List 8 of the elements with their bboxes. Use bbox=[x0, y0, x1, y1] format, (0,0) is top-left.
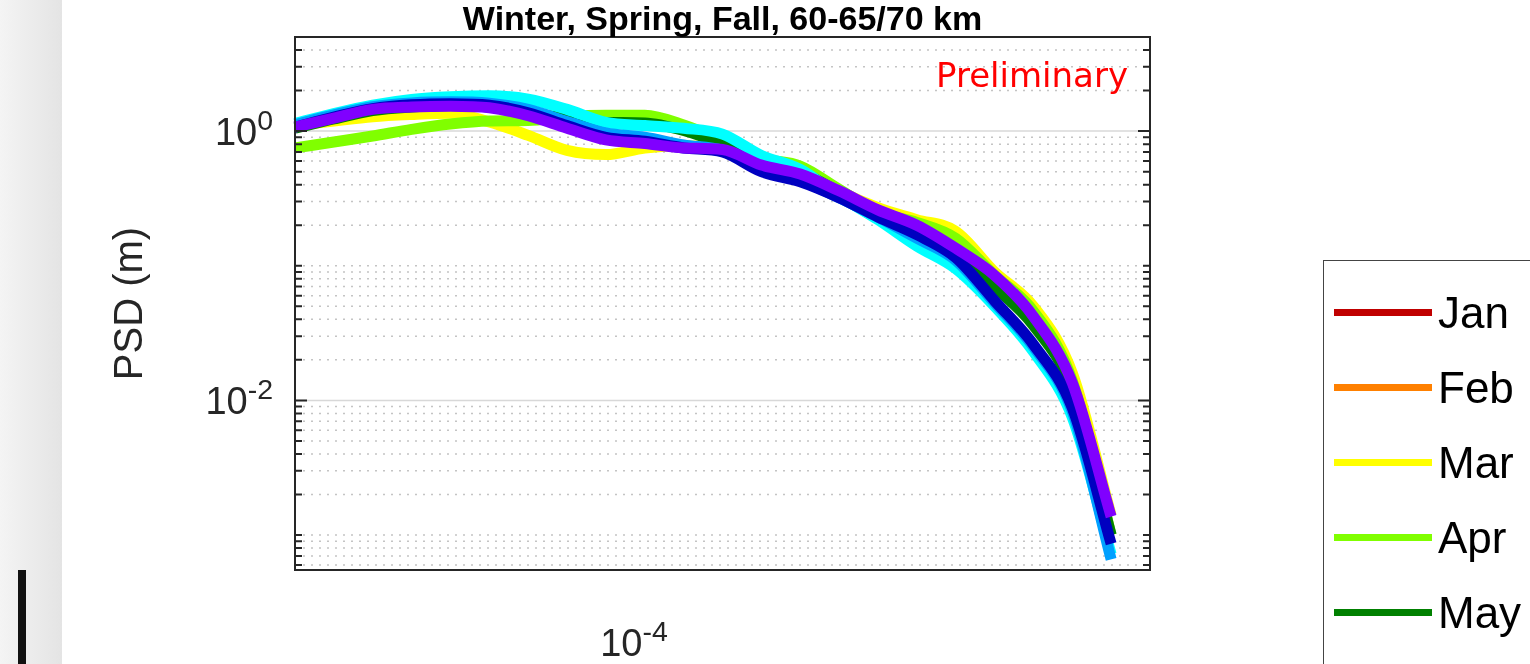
legend-label: Jan bbox=[1438, 287, 1509, 338]
annotation: Preliminary bbox=[936, 55, 1128, 95]
legend-label: Mar bbox=[1438, 437, 1514, 488]
chart-title: Winter, Spring, Fall, 60-65/70 km bbox=[462, 0, 983, 37]
legend-label: May bbox=[1438, 587, 1522, 638]
legend-label: Feb bbox=[1438, 362, 1514, 413]
y-axis-title: PSD (m) bbox=[106, 226, 150, 381]
legend-label: Apr bbox=[1438, 512, 1507, 563]
